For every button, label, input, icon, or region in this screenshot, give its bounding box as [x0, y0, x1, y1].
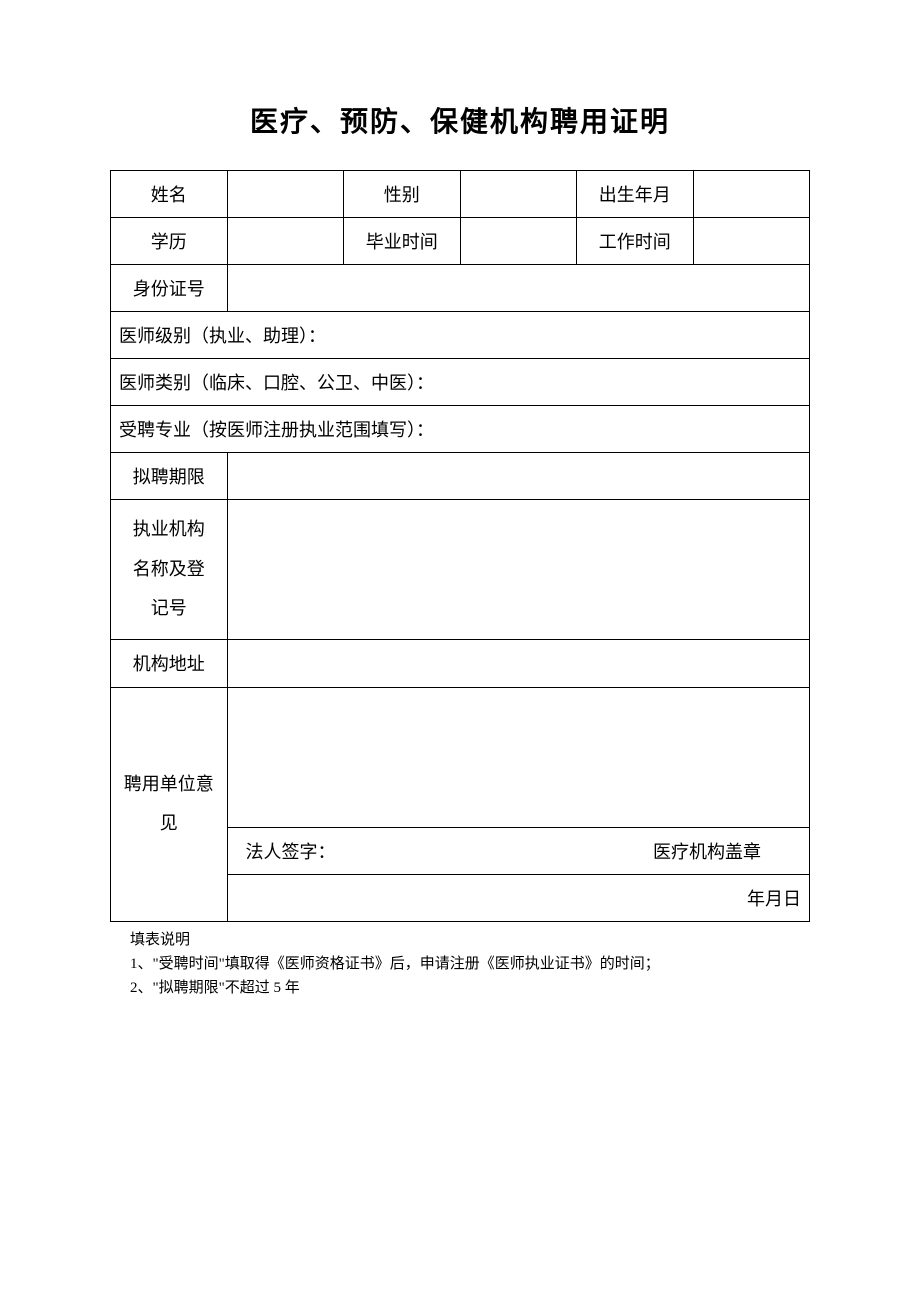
graduation-value [460, 218, 577, 265]
row-term: 拟聘期限 [111, 453, 810, 500]
dob-value [693, 171, 810, 218]
date-text: 年月日 [747, 889, 801, 909]
term-label: 拟聘期限 [111, 453, 228, 500]
org-label-line2: 名称及登 [133, 559, 205, 579]
row-specialty: 受聘专业（按医师注册执业范围填写）： [111, 406, 810, 453]
id-label: 身份证号 [111, 265, 228, 312]
specialty-label: 受聘专业（按医师注册执业范围填写）： [111, 406, 810, 453]
opinion-value [227, 687, 810, 827]
gender-value [460, 171, 577, 218]
gender-label: 性别 [344, 171, 461, 218]
education-label: 学历 [111, 218, 228, 265]
row-level: 医师级别（执业、助理）： [111, 312, 810, 359]
notes-section: 填表说明 1、"受聘时间"填取得《医师资格证书》后，申请注册《医师执业证书》的时… [130, 928, 810, 1000]
employment-form-table: 姓名 性别 出生年月 学历 毕业时间 工作时间 身份证号 医师级别（执业、助理）… [110, 170, 810, 922]
org-seal-label: 医疗机构盖章 [653, 838, 761, 864]
opinion-label-line2: 见 [160, 813, 178, 833]
opinion-label-line1: 聘用单位意 [124, 774, 214, 794]
work-value [693, 218, 810, 265]
notes-heading: 填表说明 [130, 928, 810, 952]
row-basic-1: 姓名 性别 出生年月 [111, 171, 810, 218]
row-org: 执业机构 名称及登 记号 [111, 500, 810, 640]
signature-cell: 法人签字： 医疗机构盖章 [227, 827, 810, 874]
org-label-line3: 记号 [151, 598, 187, 618]
note-2: 2、"拟聘期限"不超过 5 年 [130, 976, 810, 1000]
education-value [227, 218, 344, 265]
note-1: 1、"受聘时间"填取得《医师资格证书》后，申请注册《医师执业证书》的时间； [130, 952, 810, 976]
row-basic-2: 学历 毕业时间 工作时间 [111, 218, 810, 265]
id-value [227, 265, 810, 312]
opinion-label: 聘用单位意 见 [111, 687, 228, 921]
graduation-label: 毕业时间 [344, 218, 461, 265]
document-title: 医疗、预防、保健机构聘用证明 [110, 100, 810, 140]
row-category: 医师类别（临床、口腔、公卫、中医）： [111, 359, 810, 406]
row-id: 身份证号 [111, 265, 810, 312]
work-label: 工作时间 [577, 218, 694, 265]
term-value [227, 453, 810, 500]
addr-label: 机构地址 [111, 639, 228, 687]
dob-label: 出生年月 [577, 171, 694, 218]
org-value [227, 500, 810, 640]
name-label: 姓名 [111, 171, 228, 218]
row-opinion: 聘用单位意 见 [111, 687, 810, 827]
row-addr: 机构地址 [111, 639, 810, 687]
org-label: 执业机构 名称及登 记号 [111, 500, 228, 640]
category-label: 医师类别（临床、口腔、公卫、中医）： [111, 359, 810, 406]
legal-sign-label: 法人签字： [246, 838, 336, 864]
addr-value [227, 639, 810, 687]
org-label-line1: 执业机构 [133, 519, 205, 539]
date-cell: 年月日 [227, 874, 810, 921]
level-label: 医师级别（执业、助理）： [111, 312, 810, 359]
name-value [227, 171, 344, 218]
